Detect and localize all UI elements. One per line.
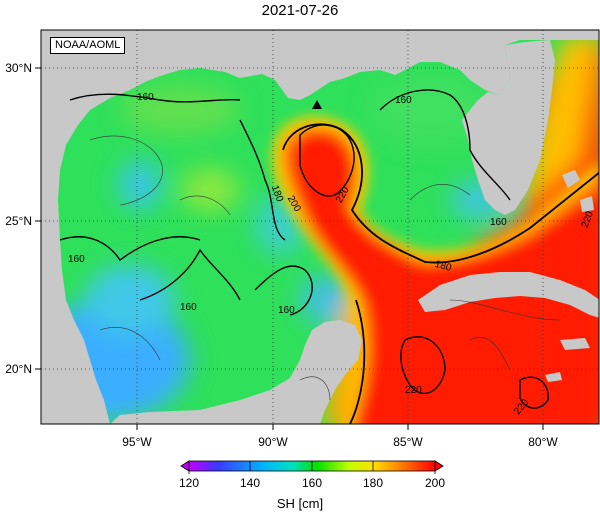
contour-label: 220: [405, 385, 422, 396]
map-title: 2021-07-26: [261, 2, 339, 19]
contour-label: 160: [68, 254, 85, 265]
contour-label: 160: [180, 302, 197, 313]
map-frame: [40, 29, 600, 425]
colorbar-tick: 180: [363, 476, 383, 490]
colorbar-units-label: SH [cm]: [276, 496, 324, 511]
contour-label: 160: [278, 305, 295, 316]
contour-label: 160: [395, 95, 412, 106]
x-tick-label: 80°W: [528, 435, 558, 449]
x-tick-label: 90°W: [258, 435, 288, 449]
y-tick-label: 20°N: [5, 362, 32, 376]
y-tick-labels: 30°N 25°N 20°N: [5, 61, 32, 376]
contour-thin: [89, 135, 561, 401]
colorbar-tick: 140: [240, 476, 260, 490]
colorbar: 120 140 160 180 200: [179, 460, 445, 490]
contour-label: 180: [434, 259, 453, 274]
colorbar-tick: 160: [302, 476, 322, 490]
colorbar-tick: 120: [179, 476, 199, 490]
credit-label: NOAA/AOML: [50, 37, 126, 54]
axis-ticks: [35, 67, 544, 430]
gridlines: [41, 30, 599, 424]
contour-label: 160: [137, 92, 154, 103]
contours: [59, 89, 599, 424]
colorbar-tick: 200: [425, 476, 445, 490]
loop-current: [272, 116, 599, 424]
x-tick-label: 85°W: [393, 435, 423, 449]
contour-label: 160: [490, 217, 507, 228]
x-tick-labels: 95°W 90°W 85°W 80°W: [122, 435, 558, 449]
x-tick-label: 95°W: [122, 435, 152, 449]
y-tick-label: 25°N: [5, 214, 32, 228]
y-tick-label: 30°N: [5, 61, 32, 75]
buoy-triangle-icon: [312, 100, 322, 109]
